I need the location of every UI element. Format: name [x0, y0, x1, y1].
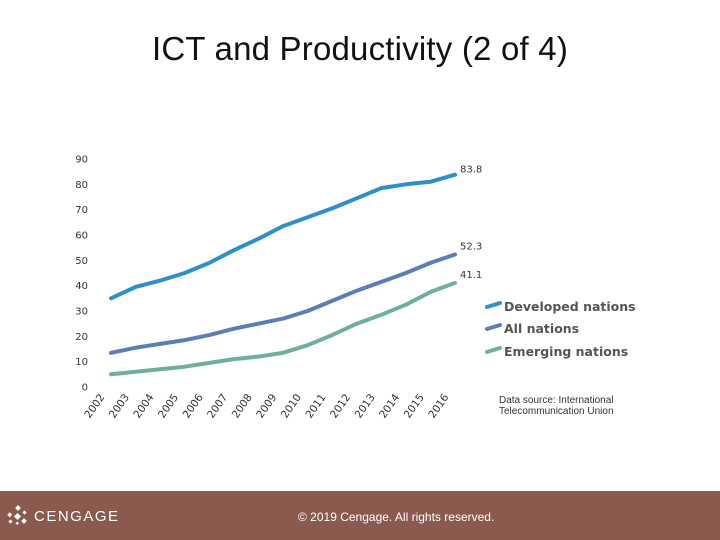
data-point: [233, 358, 235, 360]
data-point: [135, 347, 137, 349]
y-tick-label: 80: [75, 180, 88, 191]
data-point: [405, 304, 407, 306]
data-point: [429, 291, 431, 293]
data-point: [233, 328, 235, 330]
data-point: [159, 368, 161, 370]
x-tick-label: 2012: [328, 392, 353, 421]
y-tick-label: 10: [75, 357, 88, 368]
legend-swatch: [485, 346, 502, 354]
data-point: [380, 187, 382, 189]
y-tick-label: 30: [75, 307, 88, 318]
x-tick-label: 2006: [181, 392, 206, 421]
data-point: [356, 290, 358, 292]
data-point: [356, 197, 358, 199]
x-tick-label: 2005: [156, 392, 181, 421]
series-line-developed-nations: [109, 172, 457, 301]
data-point: [110, 373, 112, 375]
data-point: [257, 323, 259, 325]
data-point: [380, 281, 382, 283]
data-point: [356, 323, 358, 325]
x-tick-label: 2002: [82, 392, 107, 421]
end-labels: 83.8 52.3 41.1: [460, 165, 482, 281]
y-tick-label: 40: [75, 281, 88, 292]
series-line-emerging-nations: [109, 280, 457, 377]
y-tick-label: 20: [75, 332, 88, 343]
y-tick-label: 70: [75, 205, 88, 216]
data-point: [331, 300, 333, 302]
data-point: [208, 262, 210, 264]
data-point: [257, 238, 259, 240]
data-point: [233, 249, 235, 251]
series-lines: [109, 172, 457, 377]
series-end-label: 52.3: [460, 242, 482, 253]
x-tick-label: 2016: [426, 392, 451, 421]
data-point: [159, 280, 161, 282]
data-point: [282, 318, 284, 320]
legend-swatch: [485, 323, 502, 331]
data-point: [429, 181, 431, 183]
data-point: [331, 207, 333, 209]
x-tick-label: 2011: [303, 392, 328, 421]
y-tick-label: 0: [82, 383, 88, 394]
y-tick-label: 90: [75, 155, 88, 166]
copyright-notice: © 2019 Cengage. All rights reserved.: [298, 510, 495, 524]
slide-title: ICT and Productivity (2 of 4): [151, 30, 569, 67]
x-tick-label: 2009: [254, 392, 279, 421]
y-axis-ticks: 0 10 20 30 40 50 60 70 80 90: [75, 155, 88, 394]
data-source-line: Data source: International: [499, 395, 614, 406]
x-axis-ticks: 2002 2003 2004 2005 2006 2007 2008 2009 2010 2011…: [82, 392, 451, 421]
data-point: [208, 362, 210, 364]
data-source-note: Data source: InternationalTelecommunicat…: [499, 395, 614, 417]
cengage-logo-icon: [7, 505, 27, 526]
data-point: [331, 334, 333, 336]
data-point: [282, 225, 284, 227]
data-point: [307, 344, 309, 346]
legend-label: All nations: [504, 321, 579, 336]
x-tick-label: 2007: [205, 392, 230, 421]
y-tick-label: 50: [75, 256, 88, 267]
x-tick-label: 2010: [279, 392, 304, 421]
x-tick-label: 2015: [402, 392, 427, 421]
data-point: [257, 356, 259, 358]
data-point: [405, 272, 407, 274]
data-point: [454, 282, 456, 284]
y-tick-label: 60: [75, 231, 88, 242]
data-point: [208, 334, 210, 336]
data-point: [307, 310, 309, 312]
data-point: [380, 314, 382, 316]
data-point: [454, 254, 456, 255]
data-point: [184, 339, 186, 341]
data-point: [159, 343, 161, 345]
legend: Developed nations All nations Emerging nat…: [485, 299, 636, 359]
data-point: [110, 297, 112, 299]
legend-swatch: [485, 301, 502, 309]
x-tick-label: 2004: [131, 392, 156, 421]
x-tick-label: 2014: [377, 392, 402, 421]
data-point: [135, 371, 137, 373]
footer-bar: CENGAGE © 2019 Cengage. All rights reser…: [0, 491, 720, 540]
data-point: [135, 286, 137, 288]
chart-area: 0 10 20 30 40 50 60 70 80 90 2002 2003 2004 2005 2006…: [75, 155, 636, 421]
line-chart: 0 10 20 30 40 50 60 70 80 90 2002 2003 2004 2005 2006…: [75, 155, 636, 421]
series-end-label: 41.1: [460, 270, 482, 281]
data-point: [184, 272, 186, 274]
data-point: [454, 174, 456, 176]
data-point: [110, 352, 112, 354]
legend-label: Developed nations: [504, 299, 636, 314]
x-tick-label: 2003: [107, 392, 132, 421]
series-end-label: 83.8: [460, 165, 482, 176]
brand-name: CENGAGE: [34, 507, 120, 525]
cengage-brand: CENGAGE: [6, 505, 120, 527]
data-point: [307, 216, 309, 218]
data-point: [282, 352, 284, 354]
x-tick-label: 2013: [353, 392, 378, 421]
data-point: [184, 366, 186, 368]
data-point: [405, 183, 407, 185]
x-tick-label: 2008: [230, 392, 255, 421]
legend-label: Emerging nations: [504, 344, 628, 359]
data-point: [429, 262, 431, 264]
data-source-line: Telecommunication Union: [499, 406, 614, 417]
